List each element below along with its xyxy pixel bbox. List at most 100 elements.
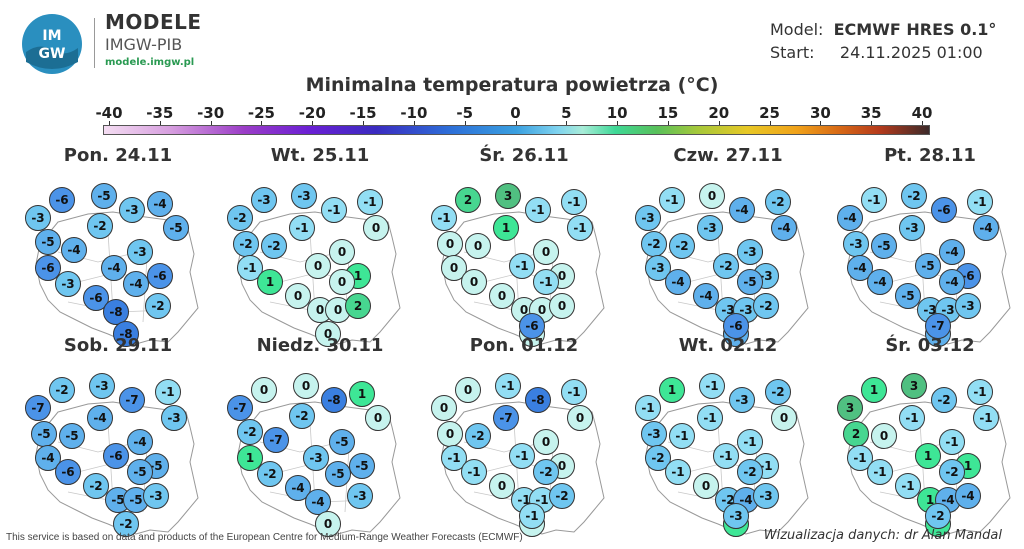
temperature-station-marker: -1 [155, 379, 181, 405]
colorbar-tick-mark [159, 121, 161, 126]
forecast-panel: Sob. 29.11 -2 -3 -7 -1 -7 -4 -3 -5 -5 -4 -4 -6 -5 -6 -5… [18, 335, 218, 537]
temperature-station-marker: -3 [119, 197, 145, 223]
temperature-station-marker: -1 [635, 395, 661, 421]
temperature-station-marker: 0 [329, 239, 355, 265]
temperature-station-marker: -1 [697, 405, 723, 431]
temperature-station-marker: 2 [843, 421, 869, 447]
temperature-station-marker: 2 [345, 293, 371, 319]
forecast-panel: Pt. 28.11 -1 -2 -6 -1 -4 -3 -4 -3 -5 -4 -4 -5 -6 -4 -4-… [830, 145, 1024, 347]
start-info: Start: 24.11.2025 01:00 [770, 43, 983, 62]
brand-url-link[interactable]: modele.imgw.pl [105, 57, 195, 68]
temperature-station-marker: 0 [363, 215, 389, 241]
temperature-station-marker: -5 [737, 269, 763, 295]
temperature-station-marker: -3 [635, 205, 661, 231]
model-info: Model: ECMWF HRES 0.1° [770, 20, 996, 39]
temperature-station-marker: -2 [233, 231, 259, 257]
temperature-station-marker: -3 [723, 503, 749, 529]
temperature-station-marker: -3 [291, 183, 317, 209]
temperature-station-marker: -5 [127, 459, 153, 485]
svg-text:GW: GW [39, 46, 66, 62]
temperature-station-marker: -3 [127, 239, 153, 265]
temperature-station-marker: -4 [939, 269, 965, 295]
temperature-station-marker: -6 [723, 313, 749, 339]
colorbar-tick-mark [109, 121, 110, 126]
temperature-station-marker: -6 [147, 263, 173, 289]
temperature-station-marker: -1 [699, 373, 725, 399]
forecast-panel: Śr. 03.1213-2-13-1-120-1-111-1-2-11-4-41… [830, 335, 1024, 537]
temperature-station-marker: 0 [285, 283, 311, 309]
temperature-station-marker: 1 [659, 377, 685, 403]
temperature-station-marker: -4 [123, 271, 149, 297]
temperature-station-marker: -2 [465, 423, 491, 449]
temperature-station-marker: 0 [533, 429, 559, 455]
colorbar-tick-mark [210, 121, 212, 126]
brand-title: MODELE [105, 10, 202, 34]
temperature-station-marker: -4 [693, 283, 719, 309]
temperature-station-marker: -5 [895, 283, 921, 309]
temperature-station-marker: -2 [237, 419, 263, 445]
temperature-station-marker: -1 [659, 187, 685, 213]
temperature-station-marker: -3 [161, 405, 187, 431]
colorbar-tick-mark [413, 121, 415, 126]
temperature-station-marker: 0 [771, 405, 797, 431]
temperature-station-marker: -2 [145, 293, 171, 319]
temperature-station-marker: 0 [693, 473, 719, 499]
temperature-station-marker: -2 [113, 511, 139, 537]
colorbar-tick-mark [769, 121, 771, 126]
temperature-station-marker: 1 [493, 215, 519, 241]
model-value: ECMWF HRES 0.1° [833, 20, 997, 39]
temperature-station-marker: 1 [915, 443, 941, 469]
temperature-station-marker: -7 [119, 387, 145, 413]
temperature-station-marker: 0 [437, 421, 463, 447]
temperature-station-marker: -3 [899, 215, 925, 241]
temperature-station-marker: 0 [533, 239, 559, 265]
temperature-station-marker: -7 [493, 405, 519, 431]
temperature-station-marker: -1 [519, 503, 545, 529]
colorbar-tick-label: 20 [708, 104, 730, 122]
panel-date-title: Pon. 01.12 [469, 335, 579, 356]
panel-date-title: Śr. 26.11 [479, 145, 569, 166]
temperature-station-marker: -5 [915, 253, 941, 279]
colorbar-tick-mark [464, 121, 466, 126]
temperature-station-marker: -2 [939, 459, 965, 485]
panel-date-title: Niedz. 30.11 [256, 335, 384, 356]
temperature-station-marker: -1 [899, 405, 925, 431]
temperature-station-marker: 0 [465, 233, 491, 259]
temperature-station-marker: -5 [91, 183, 117, 209]
temperature-station-marker: -2 [765, 189, 791, 215]
map-title: Minimalna temperatura powietrza (°C) [305, 74, 719, 96]
temperature-station-marker: -2 [931, 387, 957, 413]
temperature-station-marker: -4 [305, 489, 331, 515]
temperature-station-marker: -3 [641, 421, 667, 447]
temperature-station-marker: -3 [25, 205, 51, 231]
colorbar-tick-mark [312, 121, 314, 126]
colorbar-tick-label: -40 [95, 104, 123, 122]
temperature-station-marker: -2 [261, 233, 287, 259]
forecast-panel: Wt. 02.12 1 -1 -3 -2 -1 -1 0 -3 -1 -1 -2 -1 -1 -1 -2 0 -2… [628, 335, 828, 537]
temperature-station-marker: -2 [549, 483, 575, 509]
temperature-station-marker: 0 [699, 183, 725, 209]
temperature-station-marker: -1 [509, 253, 535, 279]
temperature-station-marker: -7 [227, 395, 253, 421]
temperature-station-marker: -3 [303, 445, 329, 471]
temperature-station-marker: -2 [49, 377, 75, 403]
colorbar-tick-mark [718, 121, 720, 126]
temperature-station-marker: -4 [729, 197, 755, 223]
panel-date-title: Wt. 25.11 [270, 145, 370, 166]
colorbar-tick-label: -25 [247, 104, 275, 122]
colorbar-tick-mark [566, 121, 568, 126]
colorbar-tick-label: 35 [860, 104, 882, 122]
forecast-panel: Niedz. 30.11 0 0 -8 1 -7 -2 0 -2 -7 -5 1 -3 -5 -2 -5 -4-… [220, 335, 420, 537]
temperature-station-marker: -6 [103, 443, 129, 469]
temperature-station-marker: -6 [35, 255, 61, 281]
temperature-station-marker: -3 [143, 483, 169, 509]
colorbar-tick-label: -20 [298, 104, 326, 122]
colorbar-tick-label: -30 [197, 104, 225, 122]
temperature-station-marker: -2 [227, 205, 253, 231]
temperature-station-marker: -2 [289, 403, 315, 429]
temperature-station-marker: -6 [55, 459, 81, 485]
temperature-station-marker: -5 [871, 233, 897, 259]
temperature-station-marker: -7 [25, 395, 51, 421]
temperature-station-marker: -8 [113, 321, 139, 347]
panel-date-title: Wt. 02.12 [678, 335, 778, 356]
